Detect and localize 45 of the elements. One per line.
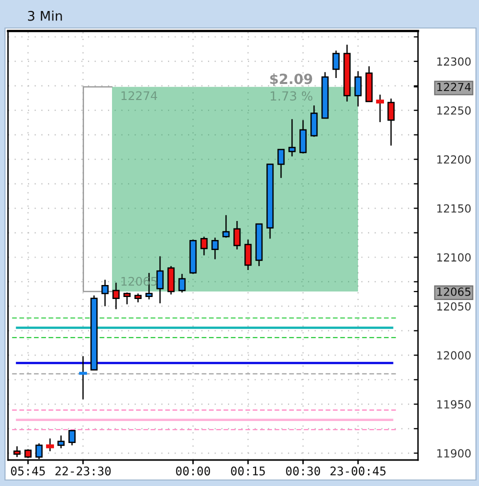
y-tick-label: 12050 [437, 302, 471, 311]
candlestick [200, 236, 208, 256]
x-tick-label: 00:30 [286, 466, 320, 476]
candlestick [277, 148, 285, 179]
x-tick-label: 23-00:45 [330, 466, 386, 476]
candlestick [211, 237, 219, 260]
candlestick [299, 120, 307, 154]
y-tick-label: 12000 [437, 351, 471, 360]
candlestick [46, 438, 54, 452]
candlestick [112, 282, 120, 310]
annotation: 12274 [122, 91, 158, 100]
candlestick [178, 273, 186, 294]
candlestick [288, 118, 296, 157]
candlestick [222, 214, 230, 238]
y-tick-label: 12250 [437, 106, 471, 115]
y-tick-label: 12150 [437, 204, 471, 213]
y-tick-label: 12274 [437, 82, 471, 92]
x-tick-label: 22-23:30 [55, 466, 111, 476]
candlestick [376, 94, 384, 123]
candlestick [310, 104, 318, 138]
candlestick [244, 239, 252, 271]
candlestick [123, 292, 131, 305]
candlestick [79, 356, 87, 400]
x-tick-label: 05:45 [11, 466, 45, 476]
annotation: 1.73 % [270, 91, 312, 101]
y-tick-label: 11950 [437, 400, 471, 409]
x-tick-label: 00:15 [231, 466, 265, 476]
chart-title: 3 Min [28, 10, 62, 21]
y-tick-label: 12100 [437, 253, 471, 262]
x-tick-label: 00:00 [176, 466, 210, 476]
candlestick [13, 446, 21, 458]
candlestick [354, 70, 362, 108]
candlestick [101, 279, 109, 307]
candlestick [68, 430, 76, 446]
candlestick [387, 98, 395, 146]
candlestick [233, 220, 241, 250]
band-label: $2.09 [270, 73, 312, 86]
y-tick-label: 12200 [437, 155, 471, 164]
y-tick-label: 12300 [437, 57, 471, 66]
candlestick [167, 265, 175, 296]
candlestick [332, 50, 340, 79]
y-tick-label: 11900 [437, 449, 471, 458]
candlestick [156, 256, 164, 304]
candlestick [57, 434, 65, 449]
y-tick-label: 12065 [437, 288, 470, 296]
